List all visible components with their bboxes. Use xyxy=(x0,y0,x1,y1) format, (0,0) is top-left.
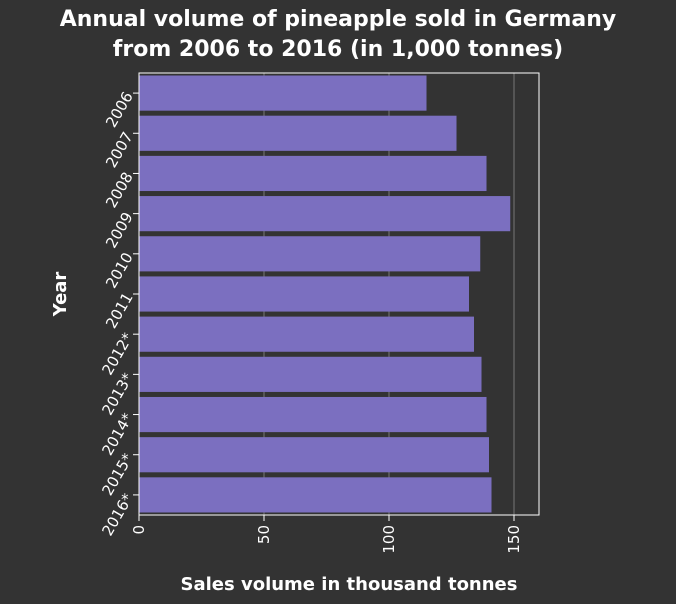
chart-title: Annual volume of pineapple sold in Germa… xyxy=(0,5,676,65)
y-tick-label-2015-est: 2015* xyxy=(98,450,137,499)
y-tick-label-2013-est: 2013* xyxy=(98,369,137,418)
y-tick-label-2006: 2006 xyxy=(102,89,137,131)
bar-2013-est xyxy=(139,356,482,392)
x-tick-label-50: 50 xyxy=(255,525,273,544)
bar-2012-est xyxy=(139,316,474,352)
bar-2008 xyxy=(139,155,487,192)
bar-2015-est xyxy=(139,437,489,473)
x-tick-label-0: 0 xyxy=(130,525,148,535)
x-axis-label: Sales volume in thousand tonnes xyxy=(181,574,518,595)
bar-2010 xyxy=(139,236,481,272)
x-tick-label-100: 100 xyxy=(380,525,398,554)
y-tick-label-2008: 2008 xyxy=(102,169,137,211)
bar-2016-est xyxy=(139,477,492,513)
bar-2014-est xyxy=(139,396,487,433)
bar-2009 xyxy=(139,196,511,232)
x-tick-label-150: 150 xyxy=(505,525,523,554)
y-tick-label-2007: 2007 xyxy=(102,129,137,171)
y-tick-label-2011: 2011 xyxy=(102,290,137,332)
bar-2011 xyxy=(139,276,469,312)
y-tick-label-2009: 2009 xyxy=(102,209,137,251)
chart-title-line-1: Annual volume of pineapple sold in Germa… xyxy=(59,7,617,32)
y-tick-label-2012-est: 2012* xyxy=(98,329,137,378)
y-tick-label-2014-est: 2014* xyxy=(98,410,137,459)
chart-title-line-2: from 2006 to 2016 (in 1,000 tonnes) xyxy=(112,37,564,62)
y-axis-label: Year xyxy=(50,272,71,318)
bar-2006 xyxy=(139,75,427,111)
bar-2007 xyxy=(139,115,457,151)
y-tick-label-2010: 2010 xyxy=(102,249,137,291)
